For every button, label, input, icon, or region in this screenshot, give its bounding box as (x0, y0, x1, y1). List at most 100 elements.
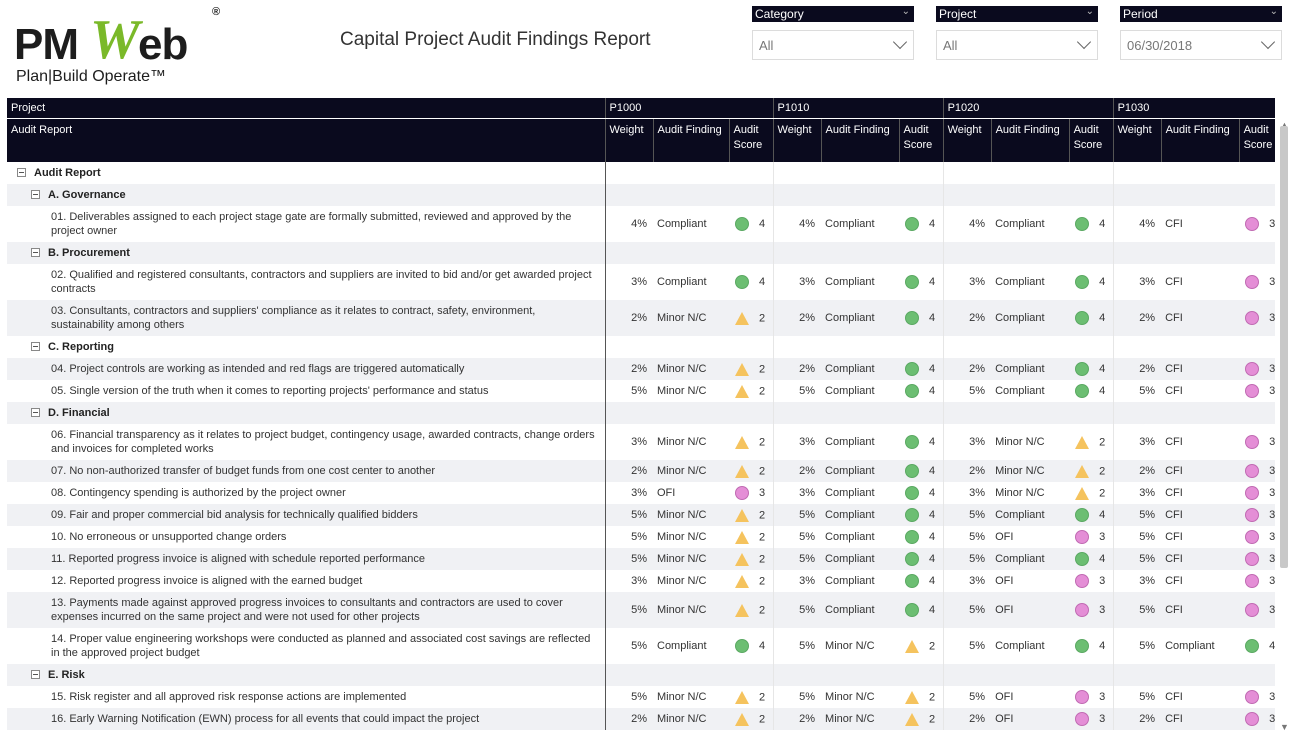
warning-triangle-icon (735, 603, 749, 617)
header-project-p1020[interactable]: P1020 (942, 98, 1114, 119)
header-weight[interactable]: Weight (942, 118, 992, 162)
finding-cell: Compliant (821, 460, 900, 482)
collapse-icon[interactable] (31, 408, 40, 417)
table-row[interactable]: 16. Early Warning Notification (EWN) pro… (7, 708, 1275, 730)
slicer-period[interactable]: Period ⌄ 06/30/2018 (1120, 6, 1282, 60)
root-row[interactable]: Audit Report (7, 162, 1275, 184)
score-cell: 4 (1069, 300, 1114, 336)
collapse-icon[interactable] (31, 670, 40, 679)
header-audit-score[interactable]: Audit Score (728, 118, 774, 162)
score-value: 2 (759, 603, 766, 616)
score-value: 3 (1269, 217, 1275, 230)
chevron-down-icon (1076, 34, 1092, 50)
score-cell: 2 (729, 424, 774, 460)
table-row[interactable]: 07. No non-authorized transfer of budget… (7, 460, 1275, 482)
audit-item-cell: 01. Deliverables assigned to each projec… (7, 206, 606, 242)
scroll-up-icon[interactable]: ▲ (1280, 120, 1289, 130)
pink-circle-icon (1075, 712, 1090, 726)
score-value: 4 (929, 362, 936, 375)
finding-cell: Compliant (991, 358, 1070, 380)
green-circle-icon (735, 275, 749, 289)
group-row[interactable]: C. Reporting (7, 336, 1275, 358)
audit-item-label: 09. Fair and proper commercial bid analy… (51, 509, 418, 521)
weight-cell: 3% (969, 575, 986, 587)
score-cell: 4 (899, 570, 944, 592)
table-row[interactable]: 01. Deliverables assigned to each projec… (7, 206, 1275, 242)
finding-cell: CFI (1161, 504, 1240, 526)
score-value: 3 (1099, 603, 1106, 616)
table-row[interactable]: 10. No erroneous or unsupported change o… (7, 526, 1275, 548)
collapse-icon[interactable] (31, 342, 40, 351)
table-row[interactable]: 13. Payments made against approved progr… (7, 592, 1275, 628)
pink-circle-icon (1245, 464, 1260, 478)
slicer-project[interactable]: Project ⌄ All (936, 6, 1098, 60)
pink-circle-icon (1245, 574, 1260, 588)
table-row[interactable]: 03. Consultants, contractors and supplie… (7, 300, 1275, 336)
table-row[interactable]: 06. Financial transparency as it relates… (7, 424, 1275, 460)
table-row[interactable]: 08. Contingency spending is authorized b… (7, 482, 1275, 504)
slicer-project-dropdown[interactable]: All (936, 30, 1098, 60)
header-project-p1000[interactable]: P1000 (604, 98, 774, 119)
table-row[interactable]: 12. Reported progress invoice is aligned… (7, 570, 1275, 592)
empty-cell (1113, 184, 1162, 206)
collapse-icon[interactable] (31, 190, 40, 199)
table-row[interactable]: 09. Fair and proper commercial bid analy… (7, 504, 1275, 526)
header-project[interactable]: Project (7, 98, 605, 119)
header-project-p1030[interactable]: P1030 (1112, 98, 1275, 119)
table-row[interactable]: 02. Qualified and registered consultants… (7, 264, 1275, 300)
table-row[interactable]: 11. Reported progress invoice is aligned… (7, 548, 1275, 570)
empty-cell (899, 336, 944, 358)
warning-triangle-icon (735, 384, 749, 398)
table-row[interactable]: 05. Single version of the truth when it … (7, 380, 1275, 402)
header-audit-score[interactable]: Audit Score (1238, 118, 1275, 162)
collapse-icon[interactable] (17, 168, 26, 177)
header-audit-score[interactable]: Audit Score (1068, 118, 1114, 162)
slicer-category-dropdown[interactable]: All (752, 30, 914, 60)
score-cell: 2 (899, 708, 944, 730)
header-project-p1010[interactable]: P1010 (772, 98, 944, 119)
slicer-category[interactable]: Category ⌄ All (752, 6, 914, 60)
header-weight[interactable]: Weight (604, 118, 653, 162)
empty-cell (1069, 336, 1114, 358)
empty-cell (1069, 664, 1114, 686)
table-row[interactable]: 15. Risk register and all approved risk … (7, 686, 1275, 708)
header-audit-finding[interactable]: Audit Finding (820, 118, 900, 162)
header-audit-score[interactable]: Audit Score (898, 118, 944, 162)
group-row[interactable]: B. Procurement (7, 242, 1275, 264)
table-row[interactable]: 04. Project controls are working as inte… (7, 358, 1275, 380)
score-value: 4 (1099, 217, 1106, 230)
score-cell: 4 (899, 358, 944, 380)
scroll-down-icon[interactable]: ▼ (1280, 722, 1289, 732)
group-row[interactable]: A. Governance (7, 184, 1275, 206)
header-audit-report[interactable]: Audit Report (7, 118, 605, 162)
scrollbar-thumb[interactable] (1280, 126, 1288, 568)
score-value: 3 (1269, 508, 1275, 521)
header-weight[interactable]: Weight (1112, 118, 1162, 162)
audit-matrix[interactable]: Project P1000 P1010 P1020 P1030 Audit Re… (7, 98, 1275, 736)
table-row[interactable]: 14. Proper value engineering workshops w… (7, 628, 1275, 664)
slicer-period-dropdown[interactable]: 06/30/2018 (1120, 30, 1282, 60)
group-row[interactable]: D. Financial (7, 402, 1275, 424)
finding-cell: CFI (1161, 548, 1240, 570)
empty-cell (605, 162, 653, 184)
collapse-icon[interactable] (31, 248, 40, 257)
group-row[interactable]: E. Risk (7, 664, 1275, 686)
score-cell: 3 (1239, 300, 1275, 336)
weight-cell: 5% (631, 691, 647, 703)
header-audit-finding[interactable]: Audit Finding (652, 118, 729, 162)
empty-cell (605, 242, 653, 264)
empty-cell (943, 402, 992, 424)
weight-cell: 5% (605, 548, 653, 570)
pink-circle-icon (1245, 690, 1260, 704)
vertical-scrollbar[interactable]: ▲ ▼ (1278, 120, 1290, 732)
slicer-category-header: Category ⌄ (752, 6, 914, 22)
audit-item-label: 15. Risk register and all approved risk … (51, 691, 407, 703)
header-weight[interactable]: Weight (772, 118, 822, 162)
finding-cell: Minor N/C (995, 436, 1045, 448)
weight-cell: 4% (631, 218, 647, 230)
empty-cell (1239, 162, 1275, 184)
header-audit-finding[interactable]: Audit Finding (990, 118, 1070, 162)
weight-cell: 3% (631, 276, 647, 288)
header-audit-finding[interactable]: Audit Finding (1160, 118, 1240, 162)
score-value: 3 (1099, 574, 1106, 587)
